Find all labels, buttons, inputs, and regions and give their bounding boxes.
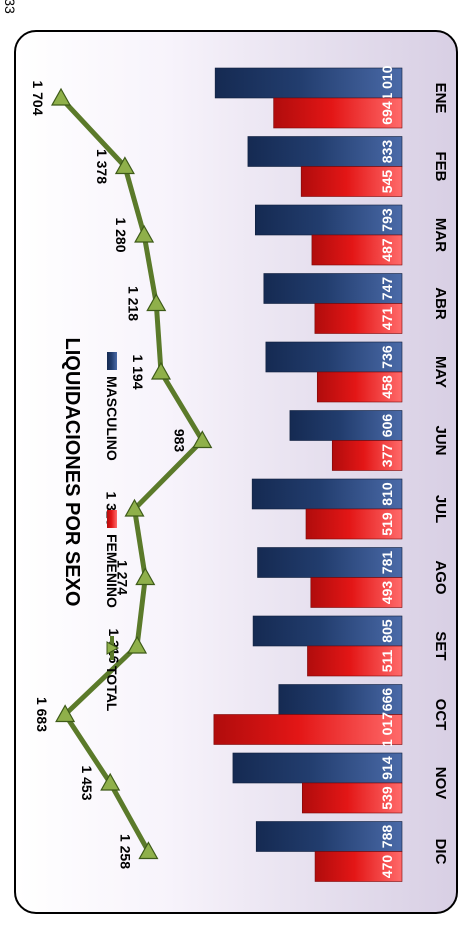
total-marker-mar xyxy=(134,224,155,243)
category-label-set: SET xyxy=(432,631,449,660)
bar-femenino-set xyxy=(307,645,403,677)
category-label-nov: NOV xyxy=(432,767,449,800)
legend-label-masculino: MASCULINO xyxy=(104,376,120,461)
legend-marker-total xyxy=(106,641,120,655)
legend-swatch-masculino xyxy=(107,352,117,370)
value-label-masculino-dic: 788 xyxy=(379,825,395,849)
category-labels: ENE FEB MAR ABR MAY JUN JUL AGO SET OCT NOV DIC xyxy=(432,83,449,865)
total-label-mar: 1 280 xyxy=(113,217,129,252)
value-label-masculino-oct: 666 xyxy=(379,688,395,712)
category-label-ene: ENE xyxy=(432,83,449,114)
bar-masculino-nov xyxy=(232,752,403,784)
value-label-femenino-ago: 493 xyxy=(379,581,395,605)
total-marker-oct xyxy=(55,704,76,723)
total-marker-jun xyxy=(192,430,213,449)
value-label-masculino-jun: 606 xyxy=(379,414,395,438)
total-label-ago: 1 274 xyxy=(114,560,130,595)
legend-item-total: TOTAL xyxy=(104,636,120,712)
total-label-jun: 983 xyxy=(171,429,187,453)
category-label-may: MAY xyxy=(432,356,449,388)
value-label-femenino-abr: 471 xyxy=(379,307,395,331)
value-label-masculino-may: 736 xyxy=(379,345,395,369)
value-label-masculino-nov: 914 xyxy=(379,756,395,780)
category-label-mar: MAR xyxy=(432,218,449,252)
bar-femenino-may xyxy=(316,371,403,403)
total-label-ene: 1 704 xyxy=(30,80,46,115)
value-label-femenino-jul: 519 xyxy=(379,512,395,536)
total-label-oct: 1 683 xyxy=(34,697,50,732)
category-label-jun: JUN xyxy=(432,425,449,455)
total-label-may: 1 194 xyxy=(130,354,146,389)
legend: MASCULINO FEMENINO TOTAL xyxy=(104,352,120,712)
value-label-femenino-set: 511 xyxy=(379,649,395,672)
chart-title: LIQUIDACIONES POR SEXO xyxy=(61,338,83,607)
total-marker-dic xyxy=(138,841,159,860)
value-label-femenino-may: 458 xyxy=(379,375,395,399)
total-marker-jul xyxy=(124,498,145,517)
legend-swatch-femenino xyxy=(107,510,117,528)
total-marker-set xyxy=(127,635,148,654)
category-label-oct: OCT xyxy=(432,699,449,731)
value-label-masculino-abr: 747 xyxy=(379,277,395,301)
category-label-dic: DIC xyxy=(432,839,449,865)
legend-item-masculino: MASCULINO xyxy=(104,352,120,461)
bar-femenino-oct xyxy=(213,714,403,745)
value-label-femenino-oct: 1 017 xyxy=(379,712,395,747)
bar-femenino-jun xyxy=(331,440,403,471)
value-label-masculino-set: 805 xyxy=(379,619,395,643)
bar-femenino-feb xyxy=(300,166,403,197)
category-label-jul: JUL xyxy=(432,495,449,523)
value-label-femenino-mar: 487 xyxy=(379,238,395,262)
value-label-masculino-mar: 793 xyxy=(379,208,395,232)
total-label-nov: 1 453 xyxy=(79,765,95,800)
total-marker-ago xyxy=(135,567,156,586)
bar-femenino-ene xyxy=(273,97,403,129)
total-marker-feb xyxy=(114,156,135,175)
total-marker-may xyxy=(150,361,172,380)
value-label-femenino-jun: 377 xyxy=(379,444,395,468)
value-label-femenino-nov: 539 xyxy=(379,786,395,810)
bar-femenino-jul xyxy=(305,508,403,540)
total-marker-ene xyxy=(50,87,72,106)
value-label-masculino-feb: 833 xyxy=(379,140,395,164)
category-label-ago: AGO xyxy=(432,560,449,595)
bar-femenino-ago xyxy=(310,577,403,608)
total-label-dic: 1 258 xyxy=(117,834,133,869)
value-label-masculino-ago: 781 xyxy=(379,551,395,575)
legend-label-total: TOTAL xyxy=(104,666,120,712)
bar-femenino-dic xyxy=(314,851,403,882)
legend-item-femenino: FEMENINO xyxy=(104,510,120,608)
value-label-femenino-feb: 545 xyxy=(379,170,395,194)
total-marker-abr xyxy=(146,293,167,312)
total-line xyxy=(59,96,205,853)
value-label-masculino-jul: 810 xyxy=(379,482,395,506)
legend-label-femenino: FEMENINO xyxy=(104,534,120,608)
total-marker-nov xyxy=(100,772,121,791)
value-label-masculino-ene: 1 010 xyxy=(379,65,395,100)
category-label-feb: FEB xyxy=(432,152,449,182)
value-label-femenino-ene: 694 xyxy=(379,101,395,125)
bar-femenino-mar xyxy=(311,234,403,266)
value-label-femenino-dic: 470 xyxy=(379,855,395,879)
total-label-feb: 1 378 xyxy=(94,149,110,184)
bar-femenino-nov xyxy=(301,782,403,814)
total-label-abr: 1 218 xyxy=(125,286,141,321)
category-label-abr: ABR xyxy=(432,287,449,320)
bar-femenino-abr xyxy=(314,303,403,334)
bar-masculino-ene xyxy=(214,67,403,99)
